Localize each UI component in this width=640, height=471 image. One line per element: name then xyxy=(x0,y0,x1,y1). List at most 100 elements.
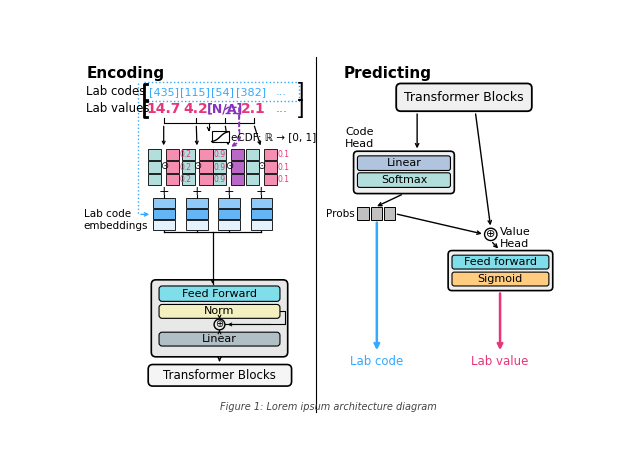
Bar xyxy=(264,173,277,185)
FancyBboxPatch shape xyxy=(353,151,454,194)
Text: 0.2: 0.2 xyxy=(180,162,192,171)
Text: +: + xyxy=(192,185,202,198)
FancyBboxPatch shape xyxy=(358,173,451,187)
Bar xyxy=(182,173,195,185)
Text: 0.9: 0.9 xyxy=(213,150,225,159)
Text: Figure 1: Lorem ipsum architecture diagram: Figure 1: Lorem ipsum architecture diagr… xyxy=(220,402,436,412)
Text: Feed forward: Feed forward xyxy=(463,257,536,267)
Text: Sigmoid: Sigmoid xyxy=(477,274,523,284)
FancyBboxPatch shape xyxy=(452,255,549,269)
Text: Softmax: Softmax xyxy=(381,175,427,185)
Bar xyxy=(218,198,239,208)
Bar xyxy=(166,149,179,161)
Bar xyxy=(250,198,272,208)
Bar xyxy=(218,220,239,230)
Bar xyxy=(231,149,244,161)
Bar xyxy=(264,161,277,173)
Text: ...: ... xyxy=(275,102,287,115)
Text: 0.9: 0.9 xyxy=(213,175,225,184)
Text: Lab value: Lab value xyxy=(472,355,529,368)
Bar xyxy=(212,131,229,142)
Bar xyxy=(246,161,259,173)
Text: eCDF: ℝ → [0, 1]: eCDF: ℝ → [0, 1] xyxy=(231,131,316,142)
Bar xyxy=(213,173,227,185)
Bar xyxy=(246,173,259,185)
Bar xyxy=(182,149,195,161)
Text: [54]: [54] xyxy=(211,87,234,97)
Text: +: + xyxy=(256,185,267,198)
Text: Probs: Probs xyxy=(326,209,355,219)
Text: Feed Forward: Feed Forward xyxy=(182,289,257,299)
Text: Lab code: Lab code xyxy=(350,355,403,368)
Text: 0.9: 0.9 xyxy=(213,162,225,171)
Text: Norm: Norm xyxy=(204,307,235,317)
Bar xyxy=(384,207,396,220)
Text: 14.7: 14.7 xyxy=(147,102,181,116)
Text: ⊙: ⊙ xyxy=(225,161,233,171)
Text: Linear: Linear xyxy=(387,158,421,168)
Text: ⊕: ⊕ xyxy=(486,229,495,239)
FancyBboxPatch shape xyxy=(159,286,280,301)
Bar xyxy=(371,207,382,220)
FancyBboxPatch shape xyxy=(159,304,280,318)
Bar xyxy=(148,173,161,185)
Bar xyxy=(148,149,161,161)
Bar xyxy=(153,220,175,230)
Text: Linear: Linear xyxy=(202,334,237,344)
FancyBboxPatch shape xyxy=(452,272,549,286)
Bar xyxy=(231,161,244,173)
Bar xyxy=(250,220,272,230)
Text: 0.1: 0.1 xyxy=(278,175,290,184)
Text: +: + xyxy=(158,185,169,198)
Text: Value
Head: Value Head xyxy=(500,227,531,249)
Text: 4.2: 4.2 xyxy=(184,102,209,116)
Text: 2.1: 2.1 xyxy=(241,102,266,116)
Text: [382]: [382] xyxy=(236,87,266,97)
Bar xyxy=(182,161,195,173)
Text: Transformer Blocks: Transformer Blocks xyxy=(163,369,276,382)
Bar xyxy=(199,161,212,173)
Text: Transformer Blocks: Transformer Blocks xyxy=(404,91,524,104)
FancyBboxPatch shape xyxy=(159,332,280,346)
Text: ⊕: ⊕ xyxy=(216,319,223,330)
Text: ]: ] xyxy=(296,82,304,102)
Bar xyxy=(213,161,227,173)
Text: [435]: [435] xyxy=(148,87,179,97)
Text: ⊙: ⊙ xyxy=(159,161,168,171)
Bar xyxy=(218,209,239,219)
Text: 0.2: 0.2 xyxy=(180,175,192,184)
Text: +: + xyxy=(223,185,234,198)
Bar xyxy=(186,209,208,219)
Text: Lab codes: Lab codes xyxy=(86,85,145,98)
Bar xyxy=(213,149,227,161)
Bar xyxy=(186,198,208,208)
FancyBboxPatch shape xyxy=(151,280,288,357)
Bar xyxy=(186,220,208,230)
Text: 0.2: 0.2 xyxy=(180,150,192,159)
Text: Code
Head: Code Head xyxy=(345,127,374,149)
Text: ...: ... xyxy=(276,87,287,97)
FancyBboxPatch shape xyxy=(396,83,532,111)
Bar xyxy=(358,207,369,220)
Text: ]: ] xyxy=(296,99,304,119)
Bar xyxy=(148,161,161,173)
Text: Encoding: Encoding xyxy=(86,66,164,81)
FancyBboxPatch shape xyxy=(448,251,553,291)
Bar xyxy=(166,173,179,185)
Bar xyxy=(246,149,259,161)
Text: [115]: [115] xyxy=(180,87,210,97)
Text: 0.1: 0.1 xyxy=(278,150,290,159)
Text: ⊙: ⊙ xyxy=(257,161,266,171)
Text: [N/A]: [N/A] xyxy=(207,102,243,115)
Bar xyxy=(231,173,244,185)
Bar xyxy=(153,198,175,208)
Text: 0.1: 0.1 xyxy=(278,162,290,171)
Bar xyxy=(199,173,212,185)
Bar xyxy=(199,149,212,161)
Bar xyxy=(166,161,179,173)
FancyBboxPatch shape xyxy=(358,156,451,171)
Bar xyxy=(264,149,277,161)
FancyBboxPatch shape xyxy=(148,365,292,386)
Bar xyxy=(145,82,300,101)
Text: Lab values: Lab values xyxy=(86,102,150,115)
